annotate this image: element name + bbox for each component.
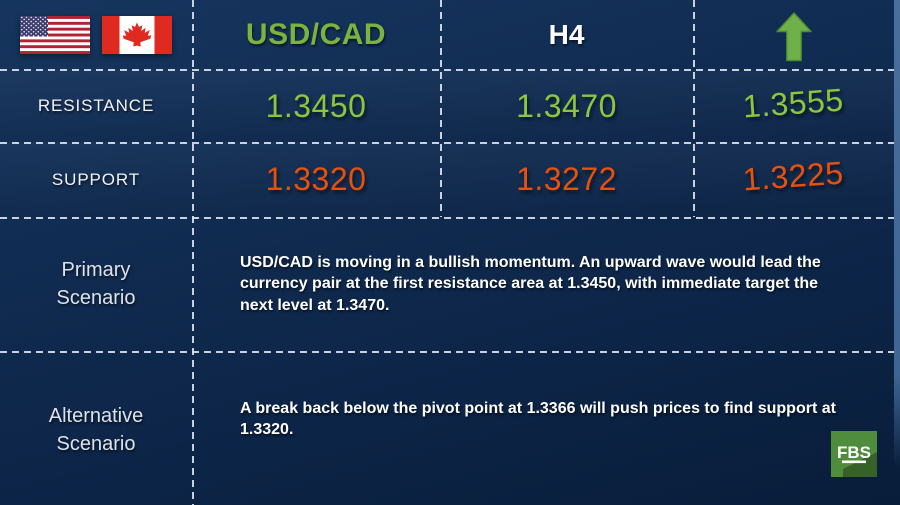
support-row-label-cell: SUPPORT xyxy=(0,142,192,217)
support-value-3-cell: 1.3225 xyxy=(693,142,894,217)
alternative-scenario-label: Alternative Scenario xyxy=(48,405,144,455)
support-value-3: 1.3225 xyxy=(741,154,845,198)
currency-flags xyxy=(0,0,192,69)
pair-label: USD/CAD xyxy=(245,17,387,51)
primary-scenario-text: USD/CAD is moving in a bullish momentum.… xyxy=(240,254,821,314)
primary-scenario-label: Primary Scenario xyxy=(56,259,136,309)
primary-scenario-label-cell: Primary Scenario xyxy=(0,217,192,351)
column-divider xyxy=(192,0,194,505)
arrow-up-icon xyxy=(775,11,812,61)
timeframe-label: H4 xyxy=(548,18,585,50)
alternative-scenario-label-cell: Alternative Scenario xyxy=(0,351,192,505)
timeframe-header-cell: H4 xyxy=(440,0,693,69)
row-divider xyxy=(0,217,900,219)
row-divider xyxy=(0,351,900,353)
support-value-1: 1.3320 xyxy=(265,161,367,197)
resistance-row-label-cell: RESISTANCE xyxy=(0,70,192,142)
support-value-2-cell: 1.3272 xyxy=(440,142,693,217)
support-value-1-cell: 1.3320 xyxy=(192,142,440,217)
column-divider xyxy=(693,0,695,217)
alternative-scenario-text: A break back below the pivot point at 1.… xyxy=(240,400,836,439)
pair-header-cell: USD/CAD xyxy=(192,0,440,69)
primary-scenario-text-cell: USD/CAD is moving in a bullish momentum.… xyxy=(240,217,825,351)
resistance-value-3-cell: 1.3555 xyxy=(693,70,894,142)
column-divider xyxy=(440,0,442,217)
resistance-value-2-cell: 1.3470 xyxy=(440,70,693,142)
us-flag-icon xyxy=(20,15,90,54)
fbs-logo: FBS xyxy=(831,431,877,477)
fbs-logo-text: FBS xyxy=(837,443,871,462)
resistance-label: RESISTANCE xyxy=(37,96,155,115)
canada-flag-icon xyxy=(102,15,172,54)
row-divider xyxy=(0,69,900,71)
right-edge-accent xyxy=(894,0,900,468)
support-label: SUPPORT xyxy=(51,169,141,189)
support-value-2: 1.3272 xyxy=(516,161,617,197)
resistance-value-3: 1.3555 xyxy=(741,81,845,124)
resistance-value-1: 1.3450 xyxy=(265,87,367,124)
resistance-value-1-cell: 1.3450 xyxy=(192,70,440,142)
alternative-scenario-text-cell: A break back below the pivot point at 1.… xyxy=(240,351,840,451)
resistance-value-2: 1.3470 xyxy=(516,87,617,124)
fbs-logo-icon: FBS xyxy=(831,431,877,477)
trend-header-cell xyxy=(693,0,894,69)
row-divider xyxy=(0,142,900,144)
